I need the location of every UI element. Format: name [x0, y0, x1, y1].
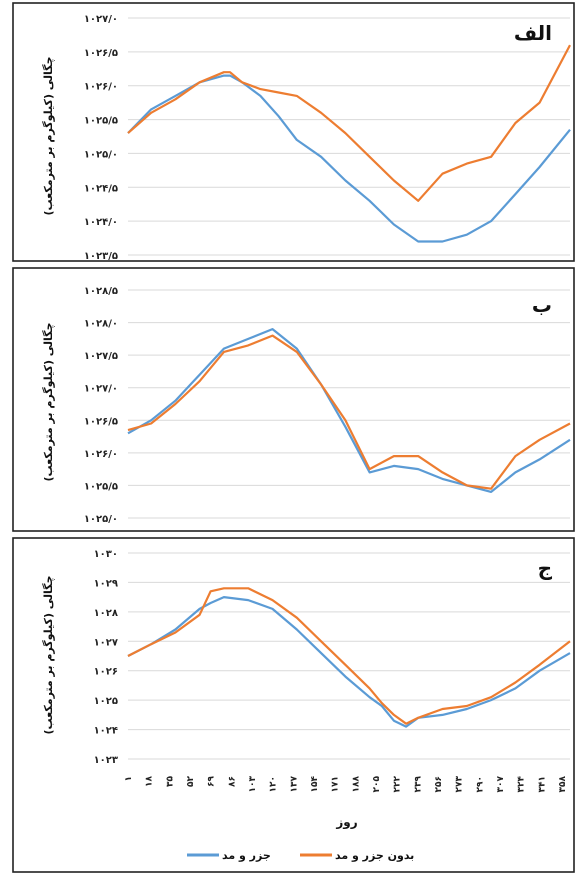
series-line-tide	[127, 74, 571, 243]
x-tick-label: ۱۷۱	[331, 776, 341, 792]
y-tick-label: ۱۰۲۴	[94, 726, 118, 737]
x-tick-label: ۲۲۲	[393, 775, 403, 792]
x-tick-label: ۱۲۰	[269, 776, 279, 792]
x-tick-label: ۳۲۴	[517, 775, 527, 792]
x-tick-label: ۱۸۸	[351, 775, 361, 792]
x-tick-label: ۶۹	[207, 776, 217, 787]
series-line-no-tide	[127, 44, 571, 202]
y-tick-label: ۱۰۲۷/۰	[84, 384, 118, 395]
y-tick-label: ۱۰۲۶/۰	[84, 449, 118, 460]
x-axis-label: روز	[335, 815, 357, 830]
panel-label: ج	[538, 556, 553, 580]
y-tick-label: ۱۰۲۶/۵	[84, 416, 118, 427]
x-tick-label: ۱۵۴	[310, 775, 320, 792]
x-tick-label: ۵۲	[186, 776, 196, 787]
panel-3: ۱۰۳۰ ۱۰۲۹ ۱۰۲۸ ۱۰۲۷ ۱۰۲۶ ۱۰۲۵ ۱۰۲۴ ۱۰۲۳ چگالی (ک…	[42, 549, 571, 766]
x-tick-label: ۸۶	[227, 776, 237, 787]
y-tick-label: ۱۰۲۵/۵	[84, 481, 118, 492]
y-axis-label: چگالی (کیلوگرم بر مترمکعب)	[42, 56, 55, 215]
x-tick-label: ۳۴۱	[537, 776, 547, 792]
y-tick-label: ۱۰۲۴/۰	[84, 217, 118, 228]
x-tick-label: ۲۰۵	[372, 775, 382, 792]
panel-1: ۱۰۲۷/۰ ۱۰۲۶/۵ ۱۰۲۶/۰ ۱۰۲۵/۵ ۱۰۲۵/۰ ۱۰۲۴/۵ ۱۰۲۴…	[42, 14, 571, 262]
panel-2: ۱۰۲۸/۵ ۱۰۲۸/۰ ۱۰۲۷/۵ ۱۰۲۷/۰ ۱۰۲۶/۵ ۱۰۲۶/۰ ۱۰۲۵…	[42, 286, 571, 525]
panel-a-frame	[12, 2, 575, 262]
series-line-tide	[127, 595, 571, 728]
y-tick-label: ۱۰۲۷/۰	[84, 14, 118, 25]
x-tick-label: ۳۵۸	[558, 775, 568, 792]
series-line-no-tide	[127, 334, 571, 490]
x-tick-label: ۳۰۷	[496, 775, 506, 792]
y-tick-label: ۱۰۲۵/۰	[84, 149, 118, 160]
y-tick-label: ۱۰۲۴/۵	[84, 183, 118, 194]
y-tick-label: ۱۰۲۵	[94, 696, 118, 707]
x-tick-label: ۲۷۳	[455, 775, 465, 792]
legend: جزر و مد بدون جزر و مد	[187, 849, 414, 862]
x-tick-label: ۱	[124, 776, 134, 782]
panel-label: ب	[532, 293, 552, 317]
y-tick-label: ۱۰۲۸/۰	[84, 319, 118, 330]
y-tick-label: ۱۰۳۰	[94, 549, 118, 560]
x-tick-label: ۲۵۶	[434, 776, 444, 792]
legend-label-tide: جزر و مد	[222, 849, 271, 862]
y-tick-label: ۱۰۲۳	[94, 755, 118, 766]
y-tick-label: ۱۰۲۶/۵	[84, 48, 118, 59]
y-tick-label: ۱۰۲۵/۵	[84, 116, 118, 127]
x-axis: ۱ ۱۸ ۳۵ ۵۲ ۶۹ ۸۶ ۱۰۳ ۱۲۰ ۱۳۷ ۱۵۴ ۱۷۱ ۱۸۸ ۲۰۵ ۲۲۲ ۲۳۹ ۲۵…	[124, 775, 568, 792]
panel-label: الف	[514, 21, 552, 45]
x-tick-label: ۲۳۹	[413, 775, 423, 792]
x-tick-label: ۲۹۰	[475, 776, 485, 792]
y-tick-label: ۱۰۲۸	[94, 608, 118, 619]
x-tick-label: ۱۸	[145, 776, 155, 787]
y-tick-label: ۱۰۲۸/۵	[84, 286, 118, 297]
series-line-tide	[127, 328, 571, 493]
legend-label-no-tide: بدون جزر و مد	[335, 849, 414, 862]
y-tick-label: ۱۰۲۹	[94, 578, 118, 589]
x-tick-label: ۱۳۷	[289, 775, 299, 792]
x-tick-label: ۱۰۳	[248, 775, 258, 792]
y-tick-label: ۱۰۲۵/۰	[84, 514, 118, 525]
panel-c-frame	[12, 537, 575, 873]
x-tick-label: ۳۵	[165, 776, 175, 787]
panel-b-frame	[12, 267, 575, 532]
y-tick-label: ۱۰۲۶/۰	[84, 82, 118, 93]
y-tick-label: ۱۰۲۳/۵	[84, 251, 118, 262]
series-line-no-tide	[127, 587, 571, 725]
y-tick-label: ۱۰۲۷/۵	[84, 351, 118, 362]
y-axis-label: چگالی (کیلوگرم بر مترمکعب)	[42, 575, 55, 734]
y-axis-label: چگالی (کیلوگرم بر مترمکعب)	[42, 322, 55, 481]
y-tick-label: ۱۰۲۶	[94, 667, 118, 678]
y-tick-label: ۱۰۲۷	[94, 637, 118, 648]
